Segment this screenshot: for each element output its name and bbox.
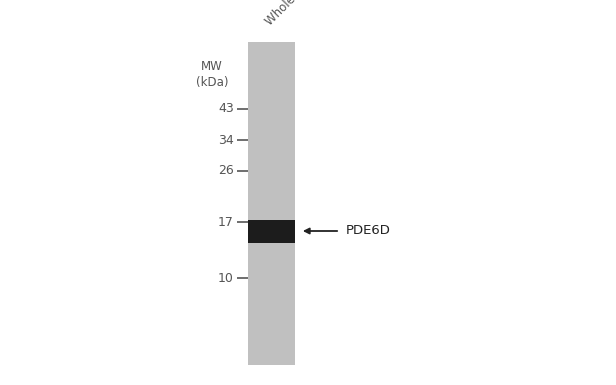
- Text: PDE6D: PDE6D: [346, 224, 391, 238]
- Bar: [248, 220, 295, 243]
- Text: 26: 26: [218, 164, 234, 177]
- Text: 43: 43: [218, 102, 234, 116]
- Bar: [248, 42, 295, 365]
- Text: 10: 10: [218, 271, 234, 285]
- Text: 34: 34: [218, 134, 234, 147]
- Text: 17: 17: [218, 216, 234, 229]
- Text: Whole zebrafish: Whole zebrafish: [263, 0, 339, 28]
- Text: MW
(kDa): MW (kDa): [196, 60, 229, 89]
